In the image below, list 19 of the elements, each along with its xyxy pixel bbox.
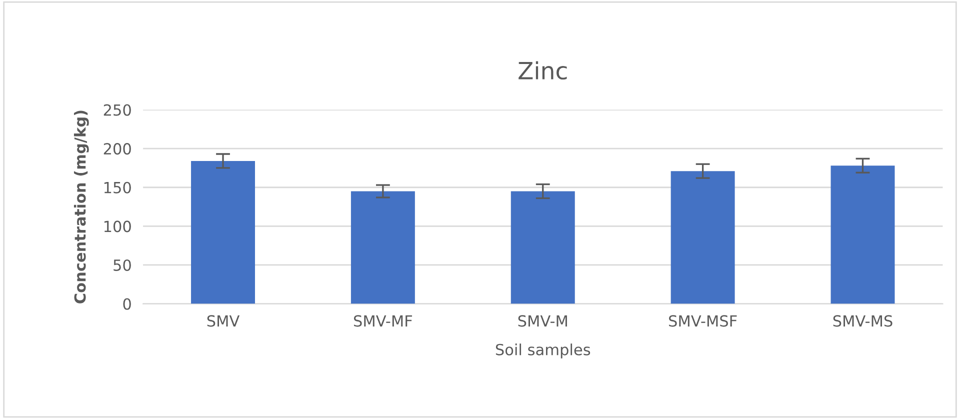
- y-tick-label: 0: [123, 298, 131, 310]
- y-tick-label: 150: [104, 182, 131, 194]
- bar: [510, 191, 575, 304]
- y-axis-title: Concentration (mg/kg): [74, 110, 89, 304]
- chart-title: Zinc: [518, 61, 567, 80]
- y-tick-label: 100: [104, 220, 131, 232]
- bar: [350, 191, 415, 304]
- x-tick-label: SMV-MSF: [669, 315, 737, 327]
- bar: [830, 166, 895, 304]
- x-tick-label: SMV-MS: [833, 315, 892, 327]
- bar: [191, 160, 255, 304]
- x-axis-title: Soil samples: [496, 344, 590, 358]
- x-tick-label: SMV-MF: [354, 315, 412, 327]
- y-tick-label: 250: [104, 104, 131, 116]
- y-tick-label: 50: [114, 259, 131, 271]
- x-tick-label: SMV: [207, 315, 240, 327]
- bar: [670, 171, 735, 304]
- y-tick-label: 200: [104, 143, 131, 155]
- x-tick-label: SMV-M: [518, 315, 567, 327]
